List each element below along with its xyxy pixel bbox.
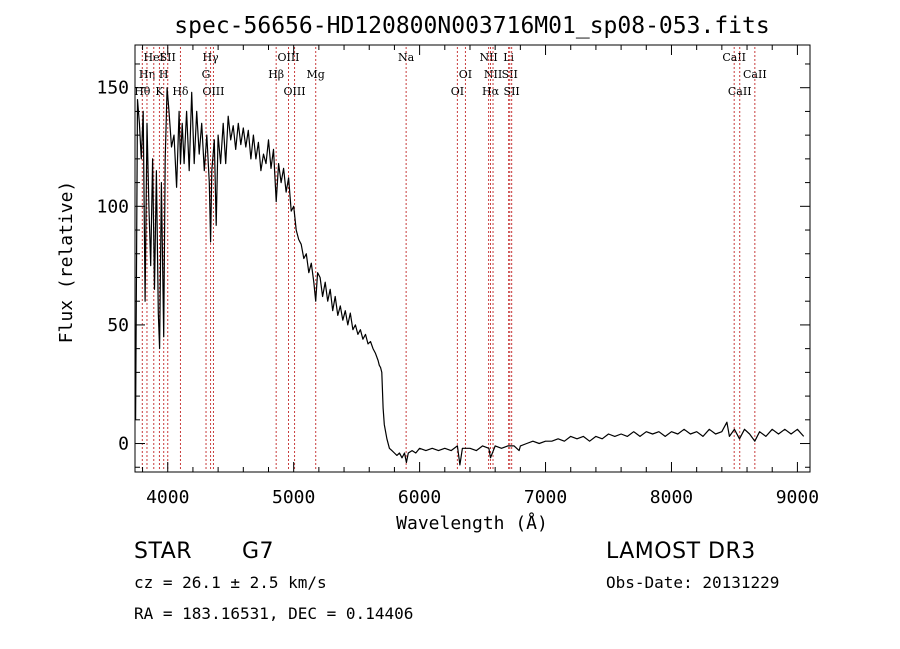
spectral-line-markers: HθHηHeIKHSIIHδHγGOIIIOIIIHβOIIIMgNaOIOIN… [134, 47, 767, 471]
y-tick-label: 0 [118, 434, 129, 455]
y-tick-label: 50 [107, 315, 129, 336]
spectral-marker-label: K [155, 85, 164, 98]
y-axis-label: Flux (relative) [56, 181, 77, 344]
spectral-marker-label: Hγ [202, 51, 219, 64]
spectral-marker-label: CaII [728, 85, 752, 98]
spectral-marker-label: Hδ [172, 85, 189, 98]
chart-title: spec-56656-HD120800N003716M01_sp08-053.f… [174, 13, 769, 39]
x-tick-label: 6000 [398, 487, 441, 508]
spectral-marker-label: OI [459, 68, 472, 81]
spectral-marker-label: Hα [482, 85, 500, 98]
spectral-marker-label: H [159, 68, 169, 81]
x-axis-label: Wavelength (Å) [396, 512, 548, 534]
spectral-marker-label: SII [502, 68, 518, 81]
spectral-marker-label: HeI [144, 51, 164, 64]
spectral-marker-label: Na [398, 51, 415, 64]
spectral-marker-label: Mg [307, 68, 325, 81]
spectral-marker-label: CaII [722, 51, 746, 64]
spectrum-series-line [135, 87, 805, 466]
x-tick-label: 9000 [776, 487, 819, 508]
spectral-marker-label: OIII [284, 85, 306, 98]
series-layer [135, 87, 805, 466]
y-tick-label: 100 [96, 196, 129, 217]
spectral-marker-label: NII [479, 51, 497, 64]
survey-name: LAMOST DR3 [606, 539, 756, 564]
coordinates-line: RA = 183.16531, DEC = 0.14406 [134, 604, 414, 623]
spectral-marker-label: OI [451, 85, 464, 98]
subclass: G7 [242, 539, 275, 564]
object-type: STAR [134, 539, 193, 564]
axis-ticks: 4000 5000 6000 7000 8000 9000 0 50 100 150 [96, 45, 819, 508]
spectral-marker-label: Li [503, 51, 514, 64]
spectral-marker-label: CaII [743, 68, 767, 81]
spectral-marker-label: NII [484, 68, 502, 81]
observation-date: Obs-Date: 20131229 [606, 573, 780, 592]
x-tick-label: 5000 [272, 487, 315, 508]
spectral-marker-label: OIII [202, 85, 224, 98]
spectral-marker-label: OIII [277, 51, 299, 64]
y-tick-label: 150 [96, 78, 129, 99]
x-tick-label: 4000 [146, 487, 189, 508]
spectral-marker-label: SII [160, 51, 176, 64]
spectral-marker-label: Hθ [134, 85, 151, 98]
x-tick-label: 7000 [524, 487, 567, 508]
plot-frame [134, 44, 811, 473]
spectral-marker-label: SII [504, 85, 520, 98]
spectral-marker-label: G [202, 68, 211, 81]
spectral-marker-label: Hβ [268, 68, 284, 81]
redshift-line: cz = 26.1 ± 2.5 km/s [134, 573, 327, 592]
x-tick-label: 8000 [650, 487, 693, 508]
spectral-marker-label: Hη [139, 68, 155, 81]
